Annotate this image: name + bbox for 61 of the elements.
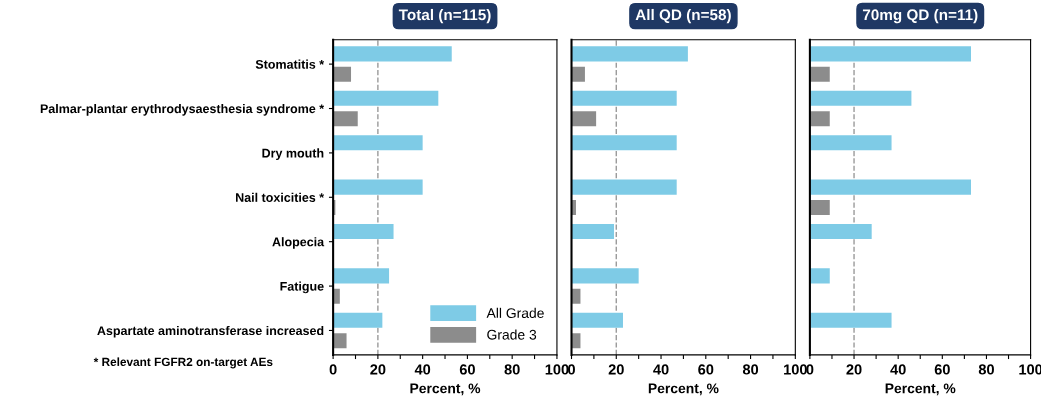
x-tick-label: 100: [545, 364, 569, 375]
legend-label: Grade 3: [487, 329, 537, 340]
bar: [809, 179, 971, 195]
bar: [571, 111, 597, 127]
bar: [809, 135, 892, 151]
bar: [571, 46, 688, 62]
bar: [571, 135, 677, 151]
bar: [809, 46, 971, 62]
bar: [333, 111, 358, 127]
x-tick-label: 80: [978, 364, 994, 375]
y-tick-label: Stomatitis *: [255, 59, 325, 69]
x-tick-label: 20: [608, 364, 624, 375]
chart-title: Total (n=115): [398, 8, 491, 24]
y-tick-label: Aspartate aminotransferase increased: [97, 325, 324, 338]
y-tick-label: Dry mouth: [262, 148, 324, 161]
x-tick-label: 0: [568, 364, 575, 375]
bar: [571, 312, 623, 328]
bar: [571, 179, 677, 195]
y-tick-label: Alopecia: [272, 237, 325, 249]
x-tick-label: 100: [784, 364, 807, 375]
x-axis-title: Percent, %: [885, 383, 956, 396]
y-tick-label: Palmar-plantar erythrodysaesthesia syndrome *: [40, 103, 325, 116]
bar: [809, 66, 830, 82]
x-axis-title: Percent, %: [648, 383, 719, 396]
bar: [333, 90, 439, 106]
bar: [571, 223, 615, 240]
legend-label: All Grade: [486, 307, 544, 319]
bar: [809, 312, 892, 328]
bar: [809, 268, 830, 284]
y-tick-label: Fatigue: [280, 281, 324, 294]
x-tick-label: 20: [370, 364, 386, 375]
bar: [809, 223, 872, 240]
x-tick-label: 60: [698, 364, 714, 375]
x-tick-label: 60: [459, 364, 475, 375]
x-tick-label: 40: [890, 364, 906, 375]
x-tick-label: 80: [742, 364, 759, 375]
chart-title: All QD (n=58): [635, 8, 731, 24]
y-tick-label: Nail toxicities *: [236, 192, 325, 202]
bar: [333, 135, 423, 151]
chart-title: 70mg QD (n=11): [862, 8, 978, 24]
text: * Relevant FGFR2 on-target AEs: [93, 357, 273, 369]
bar: [809, 90, 912, 106]
x-tick-label: 80: [504, 364, 520, 375]
bar: [333, 66, 352, 82]
x-tick-label: 60: [934, 364, 950, 375]
bar: [333, 179, 423, 195]
bar: [333, 333, 347, 349]
x-tick-label: 0: [329, 364, 337, 375]
x-tick-label: 20: [846, 364, 862, 375]
x-tick-label: 0: [806, 364, 814, 375]
bar: [333, 312, 383, 328]
x-tick-label: 40: [414, 364, 431, 375]
bar: [333, 268, 390, 284]
bar: [333, 223, 394, 240]
bar: [809, 199, 830, 216]
x-axis-title: Percent, %: [410, 383, 481, 396]
bar: [809, 111, 830, 127]
bar: [571, 268, 639, 284]
bar: [571, 90, 677, 106]
bar: [333, 46, 452, 62]
x-tick-label: 40: [653, 364, 669, 375]
